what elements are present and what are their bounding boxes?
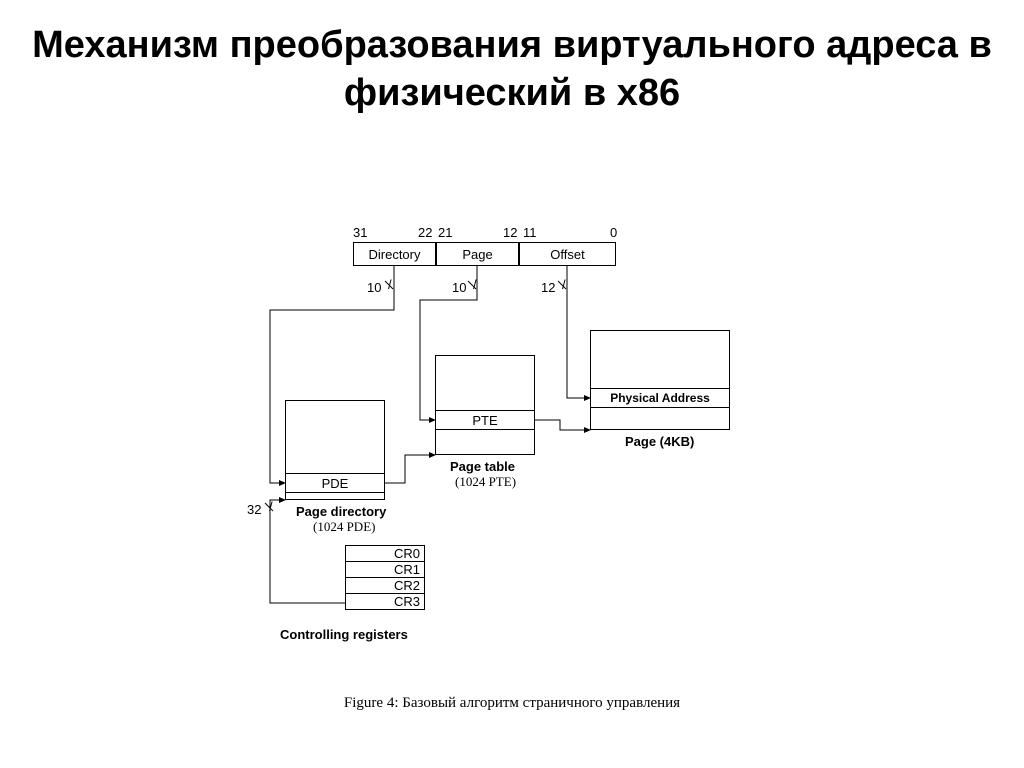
figure-caption: Figure 4: Базовый алгоритм страничного у… bbox=[0, 695, 1024, 712]
slide-title: Механизм преобразования виртуального адр… bbox=[0, 22, 1024, 117]
diagram: 31 22 21 12 11 0 Directory Page Offset 1… bbox=[260, 225, 790, 695]
wires bbox=[260, 225, 790, 695]
